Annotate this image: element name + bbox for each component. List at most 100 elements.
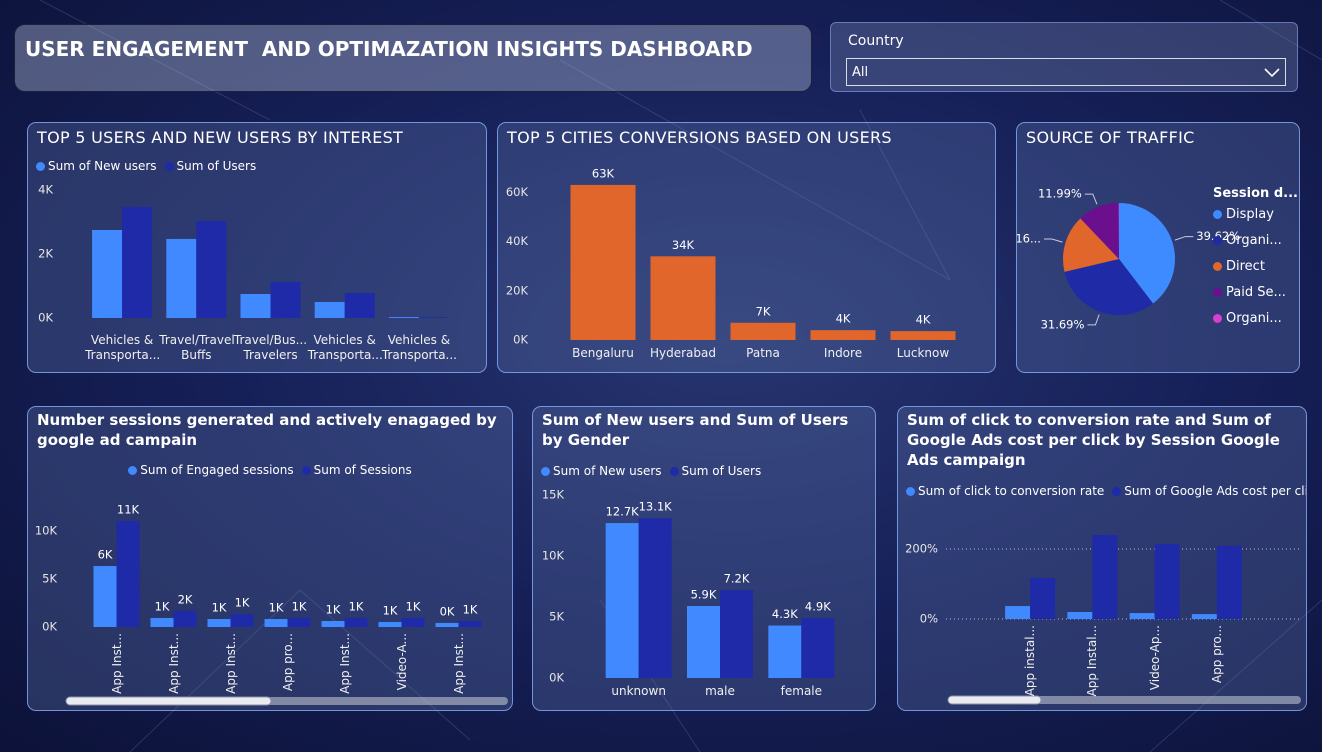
chart-title: TOP 5 CITIES CONVERSIONS BASED ON USERS xyxy=(507,128,892,147)
x-tick-label: Travel/Travel Buffs xyxy=(159,333,235,362)
chart-panel: 0K 20K 40K 60K 63K 34K 7K 4K 4K TOP 5 CITIES CONV… xyxy=(497,122,996,373)
data-label: 4K xyxy=(916,313,931,327)
y-tick-label: 0K xyxy=(513,333,528,347)
bar xyxy=(1216,545,1242,619)
country-slicer[interactable]: Country All xyxy=(830,22,1298,92)
legend-item: Sum of Google Ads cost per click xyxy=(1112,484,1306,498)
chart-panel: 0K 5K 10K 15K 12.7K 13.1K 5.9K 7.2K 4.3K 4.9K Sum … xyxy=(532,406,876,711)
data-label: 6K xyxy=(98,548,113,562)
legend-item: Organi... xyxy=(1213,311,1298,337)
x-tick-label: App pro... xyxy=(280,633,295,692)
bar xyxy=(122,206,153,318)
data-label: 1K xyxy=(406,599,421,613)
leader-line xyxy=(1043,238,1063,243)
chart-title: Sum of click to conversion rate and Sum … xyxy=(907,411,1280,469)
chart-panel: 0K 2K 4K TOP 5 USERS AND NEW USERS BY INTER… xyxy=(27,122,487,373)
legend-marker xyxy=(906,486,915,496)
data-label: 11.99% xyxy=(1038,187,1082,201)
legend: Sum of New users Sum of Users xyxy=(541,464,761,478)
data-label: 2K xyxy=(178,592,193,606)
plot: 0% 200% xyxy=(905,535,1301,705)
slicer-value: All xyxy=(852,65,869,80)
x-tick-label: Hyderabad xyxy=(650,346,716,360)
bar xyxy=(605,523,639,678)
y-tick-label: 5K xyxy=(549,610,564,624)
legend-marker xyxy=(128,465,138,475)
y-tick-label: 10K xyxy=(542,549,565,563)
bar xyxy=(890,331,956,340)
legend-marker xyxy=(301,465,311,475)
y-tick-label: 200% xyxy=(905,542,938,556)
bar xyxy=(1092,535,1118,619)
y-tick-label: 0K xyxy=(42,620,57,634)
legend-label: Sum of Users xyxy=(681,464,762,478)
bar xyxy=(287,617,311,627)
bar xyxy=(166,238,197,318)
bar xyxy=(1030,578,1056,619)
bar xyxy=(638,518,672,678)
legend-item: Display xyxy=(1213,207,1298,233)
legend-label: Sum of New users xyxy=(48,159,157,173)
bar xyxy=(207,619,231,627)
y-tick-label: 40K xyxy=(506,234,529,248)
bar xyxy=(1154,544,1180,619)
bar xyxy=(92,230,123,318)
data-label: 1K xyxy=(155,599,170,613)
legend-item: Sum of Users xyxy=(164,159,256,173)
data-label: 0K xyxy=(440,604,455,618)
bar xyxy=(570,184,636,340)
bar xyxy=(730,322,796,340)
bar xyxy=(768,625,802,678)
legend-item: Sum of click to conversion rate xyxy=(906,484,1104,498)
slicer-dropdown[interactable]: All xyxy=(846,58,1286,86)
x-tick-label: Vehicles & Transporta... xyxy=(381,333,457,362)
legend-marker xyxy=(541,466,550,476)
pie-slice xyxy=(1080,203,1119,259)
bar xyxy=(720,590,753,678)
x-tick-label: App Inst... xyxy=(223,633,238,694)
x-tick-label: Bengaluru xyxy=(572,346,634,360)
header-panel: USER ENGAGEMENT AND OPTIMAZATION INSIGHT… xyxy=(14,24,812,92)
x-tick-label: Indore xyxy=(823,346,863,360)
chart-panel: 39.62%31.69%16...11.99%SOURCE OF TRAFFIC… xyxy=(1016,122,1300,373)
legend-marker xyxy=(1213,210,1222,219)
legend-label: Direct xyxy=(1226,259,1265,274)
legend-item: Sum of New users xyxy=(36,159,157,173)
chart-panel: 0K 5K 10K 6K 11K 1K 2K 1K 1K 1K 1K 1K 1K 1K 1K 0K 1K Numb… xyxy=(27,406,513,711)
data-label: 1K xyxy=(349,599,364,613)
x-tick-label: Vehicles & Transporta... xyxy=(85,333,161,362)
legend-label: Display xyxy=(1226,207,1274,222)
bar xyxy=(173,610,197,627)
legend-label: Sum of New users xyxy=(553,464,662,478)
data-label: 7.2K xyxy=(724,572,750,586)
bar xyxy=(801,618,835,678)
slicer-label: Country xyxy=(848,33,904,49)
x-tick-label: Patna xyxy=(746,346,780,360)
plot: 0K 20K 40K 60K 63K 34K 7K 4K 4K xyxy=(506,166,956,347)
chart-title: SOURCE OF TRAFFIC xyxy=(1026,128,1195,147)
bar xyxy=(378,622,402,627)
bar xyxy=(435,622,459,627)
pie-slice xyxy=(1064,259,1153,315)
plot: 0K 2K 4K xyxy=(38,183,449,325)
bar xyxy=(314,302,345,318)
x-tick-label: Video-A... xyxy=(394,633,409,691)
legend-marker xyxy=(1213,262,1222,271)
bar xyxy=(321,621,345,627)
bar xyxy=(810,330,876,340)
x-tick-label: male xyxy=(705,684,735,698)
x-tick-label: App Inst... xyxy=(451,633,466,694)
chart-title: TOP 5 USERS AND NEW USERS BY INTEREST xyxy=(37,128,404,147)
bar xyxy=(344,293,375,318)
legend-label: Sum of Sessions xyxy=(313,463,412,477)
data-label: 34K xyxy=(672,238,695,252)
x-tick-label: App Inst... xyxy=(166,633,181,694)
legend-item: Sum of Sessions xyxy=(301,463,412,477)
scrollbar-thumb xyxy=(947,695,1042,705)
legend-item: Direct xyxy=(1213,259,1298,285)
bar xyxy=(1005,606,1031,619)
bar xyxy=(418,317,449,318)
y-tick-label: 4K xyxy=(38,183,53,197)
pie-slice xyxy=(1063,218,1119,272)
chart-title: Number sessions generated and actively e… xyxy=(37,411,497,449)
